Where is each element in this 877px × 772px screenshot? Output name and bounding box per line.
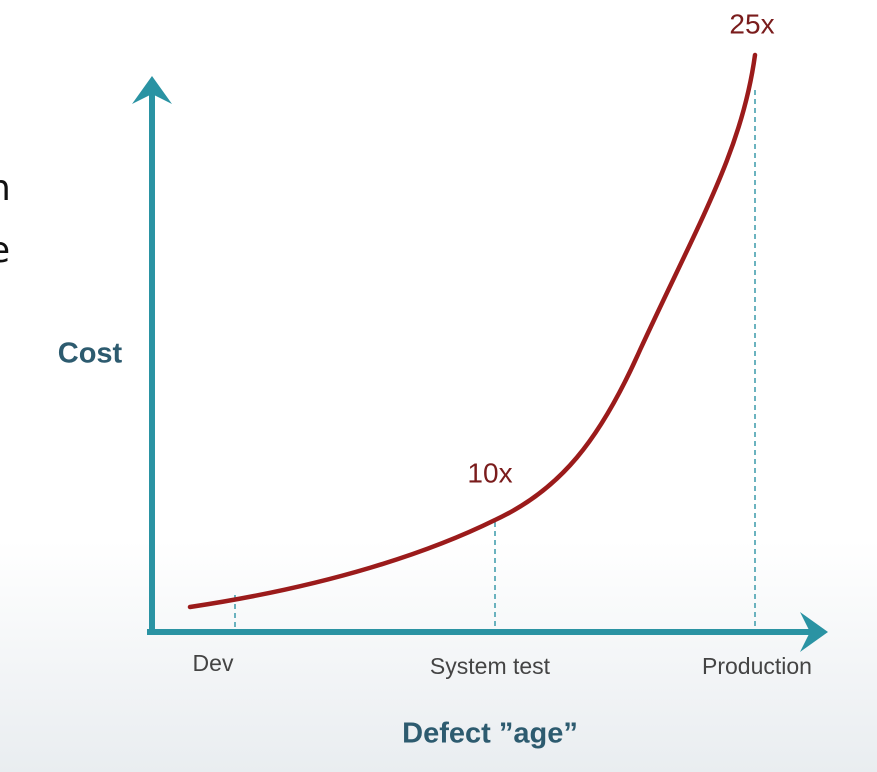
stage-label: System test xyxy=(430,653,551,679)
text-fragment: n xyxy=(0,168,11,209)
text-fragment: e xyxy=(0,230,10,271)
stage-label: Dev xyxy=(193,650,234,676)
cost-curve xyxy=(187,52,758,610)
y-axis-label: Cost xyxy=(58,338,123,370)
x-axis-label: Defect ”age” xyxy=(402,718,578,750)
annotation: 25x xyxy=(729,8,774,39)
annotation: 10x xyxy=(467,457,512,488)
axes xyxy=(147,92,815,635)
y-arrow xyxy=(132,76,172,104)
stage-label: Production xyxy=(702,653,812,679)
x-arrow xyxy=(800,612,828,652)
guides xyxy=(234,90,756,630)
